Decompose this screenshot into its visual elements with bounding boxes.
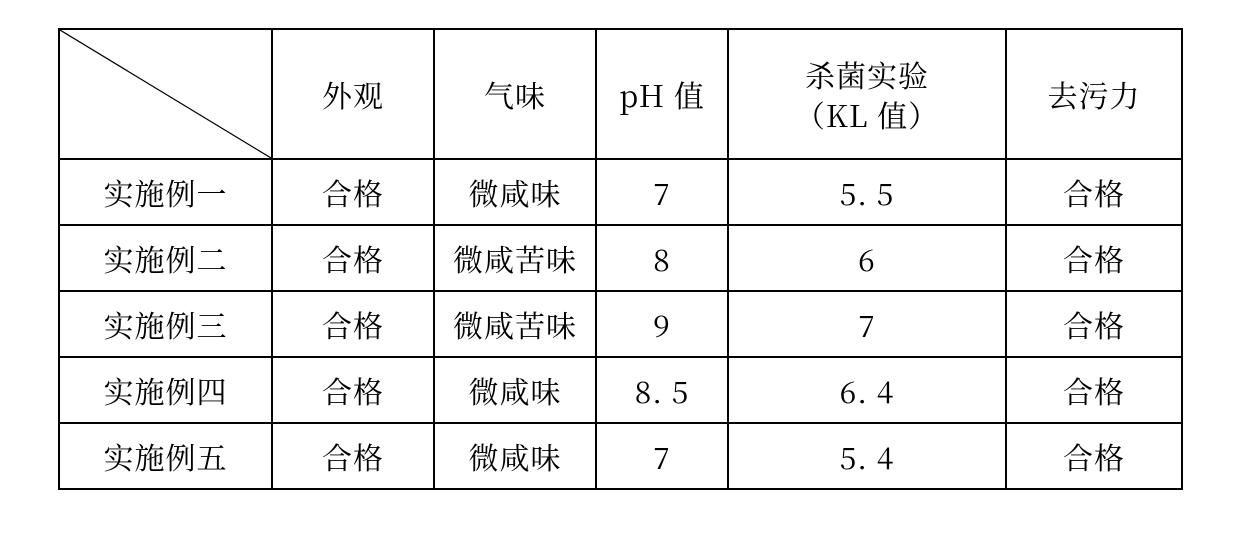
cell: 微咸苦味	[434, 291, 596, 357]
cell: 6. 4	[728, 357, 1006, 423]
header-detergency: 去污力	[1006, 29, 1182, 159]
cell-row-label: 实施例三	[59, 291, 272, 357]
cell-text: 合格	[322, 368, 384, 412]
cell: 合格	[1006, 225, 1182, 291]
cell-text: 实施例五	[104, 434, 228, 478]
cell-text: 合格	[1063, 368, 1125, 412]
header-label: 气味	[484, 72, 546, 116]
cell-text: 合格	[322, 170, 384, 214]
table-row: 实施例三 合格 微咸苦味 9 7 合格	[59, 291, 1182, 357]
cell: 合格	[272, 423, 434, 489]
header-diagonal-cell	[59, 29, 272, 159]
cell: 9	[596, 291, 728, 357]
cell-row-label: 实施例一	[59, 159, 272, 225]
diagonal-line-icon	[60, 30, 271, 158]
cell-text: 8	[653, 236, 671, 280]
cell-text: 实施例一	[104, 170, 228, 214]
cell-text: 合格	[1063, 236, 1125, 280]
header-label: 杀菌实验（KL 值）	[795, 52, 939, 137]
cell: 合格	[1006, 423, 1182, 489]
cell-text: 7	[858, 302, 876, 346]
cell: 5. 5	[728, 159, 1006, 225]
cell-text: 合格	[1063, 170, 1125, 214]
cell-text: 合格	[322, 236, 384, 280]
cell: 7	[596, 423, 728, 489]
cell-text: 微咸苦味	[453, 236, 577, 280]
cell: 合格	[1006, 291, 1182, 357]
table-row: 实施例五 合格 微咸味 7 5. 4 合格	[59, 423, 1182, 489]
table-row: 实施例一 合格 微咸味 7 5. 5 合格	[59, 159, 1182, 225]
cell: 8. 5	[596, 357, 728, 423]
cell: 微咸味	[434, 423, 596, 489]
cell-text: 8. 5	[635, 368, 690, 412]
header-appearance: 外观	[272, 29, 434, 159]
cell-text: 微咸味	[469, 368, 562, 412]
cell: 微咸味	[434, 159, 596, 225]
cell-text: 7	[653, 434, 671, 478]
table-body: 实施例一 合格 微咸味 7 5. 5 合格 实施例二 合格 微咸苦味 8 6 合…	[59, 159, 1182, 489]
header-label: pH 值	[619, 72, 705, 116]
table-header-row: 外观 气味 pH 值 杀菌实验（KL 值） 去污力	[59, 29, 1182, 159]
cell-text: 合格	[322, 434, 384, 478]
cell: 5. 4	[728, 423, 1006, 489]
cell: 7	[728, 291, 1006, 357]
cell-row-label: 实施例二	[59, 225, 272, 291]
cell-text: 合格	[1063, 434, 1125, 478]
cell-row-label: 实施例四	[59, 357, 272, 423]
cell: 8	[596, 225, 728, 291]
cell: 合格	[1006, 159, 1182, 225]
cell-text: 实施例二	[104, 236, 228, 280]
cell: 合格	[272, 159, 434, 225]
cell-text: 合格	[1063, 302, 1125, 346]
cell-text: 7	[653, 170, 671, 214]
results-table: 外观 气味 pH 值 杀菌实验（KL 值） 去污力 实施例一 合格 微咸味 7 …	[58, 28, 1183, 490]
cell-text: 微咸苦味	[453, 302, 577, 346]
cell: 7	[596, 159, 728, 225]
header-ph: pH 值	[596, 29, 728, 159]
cell-text: 合格	[322, 302, 384, 346]
cell: 合格	[272, 291, 434, 357]
cell-text: 实施例四	[104, 368, 228, 412]
cell-text: 6. 4	[840, 368, 895, 412]
header-odor: 气味	[434, 29, 596, 159]
cell: 合格	[1006, 357, 1182, 423]
cell-text: 微咸味	[469, 434, 562, 478]
header-sterilize: 杀菌实验（KL 值）	[728, 29, 1006, 159]
table-row: 实施例四 合格 微咸味 8. 5 6. 4 合格	[59, 357, 1182, 423]
cell: 微咸味	[434, 357, 596, 423]
cell-text: 5. 5	[840, 170, 895, 214]
cell-text: 微咸味	[469, 170, 562, 214]
cell-text: 实施例三	[104, 302, 228, 346]
cell: 合格	[272, 357, 434, 423]
cell: 6	[728, 225, 1006, 291]
header-label: 去污力	[1048, 72, 1141, 116]
cell-text: 5. 4	[840, 434, 895, 478]
cell-text: 6	[858, 236, 876, 280]
cell: 合格	[272, 225, 434, 291]
table-row: 实施例二 合格 微咸苦味 8 6 合格	[59, 225, 1182, 291]
cell-row-label: 实施例五	[59, 423, 272, 489]
cell: 微咸苦味	[434, 225, 596, 291]
cell-text: 9	[653, 302, 671, 346]
header-label: 外观	[322, 72, 384, 116]
